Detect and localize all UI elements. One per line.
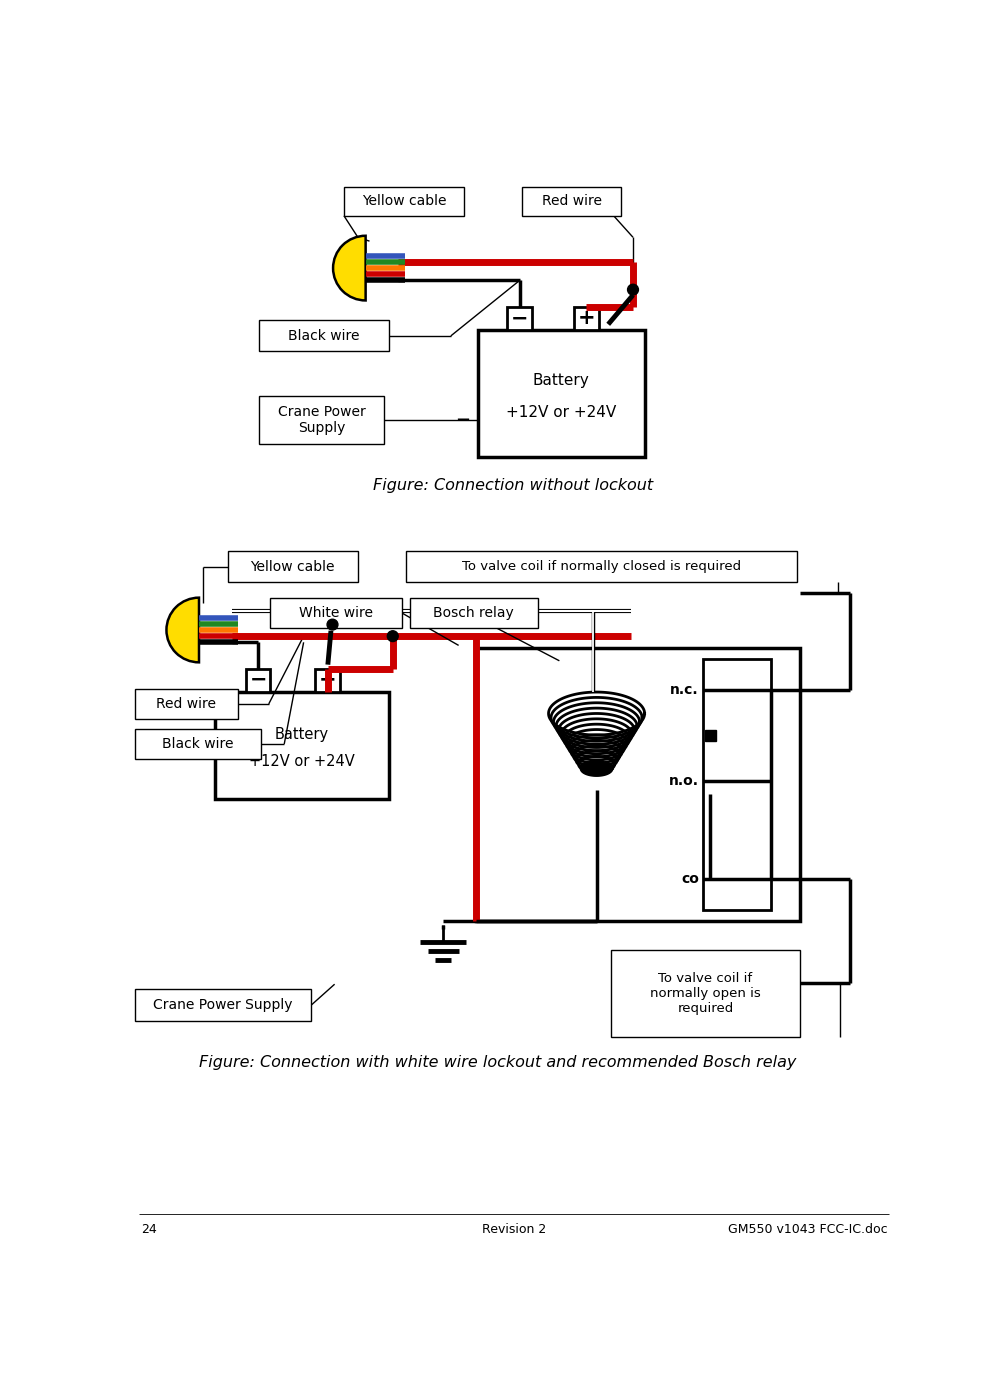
Text: −: − [510,308,528,328]
Text: co: co [680,872,698,886]
Polygon shape [580,762,611,776]
FancyBboxPatch shape [410,598,537,629]
FancyBboxPatch shape [475,648,799,921]
Text: Figure: Connection without lockout: Figure: Connection without lockout [373,477,652,493]
Text: Yellow cable: Yellow cable [250,560,335,574]
Text: Revision 2: Revision 2 [481,1222,546,1236]
FancyBboxPatch shape [406,552,797,582]
Text: −: − [249,671,267,690]
Circle shape [627,284,638,295]
FancyBboxPatch shape [134,689,237,718]
Text: To valve coil if normally closed is required: To valve coil if normally closed is requ… [462,560,740,574]
FancyBboxPatch shape [610,951,799,1036]
Text: n.o.: n.o. [668,774,698,788]
Text: Black wire: Black wire [288,329,359,343]
FancyBboxPatch shape [507,307,531,330]
Text: Crane Power
Supply: Crane Power Supply [278,405,365,435]
FancyBboxPatch shape [316,669,340,692]
Text: Red wire: Red wire [156,697,216,711]
FancyBboxPatch shape [702,659,771,910]
Circle shape [387,631,398,641]
Wedge shape [166,598,198,662]
Text: White wire: White wire [299,606,373,620]
Text: n.c.: n.c. [669,683,698,697]
FancyBboxPatch shape [227,552,358,582]
Text: +12V or +24V: +12V or +24V [506,405,616,420]
Text: +: + [577,308,594,328]
FancyBboxPatch shape [134,729,261,759]
FancyBboxPatch shape [522,188,621,216]
Circle shape [327,619,338,630]
Text: Battery: Battery [275,727,329,742]
FancyBboxPatch shape [478,330,644,456]
Text: To valve coil if
normally open is
required: To valve coil if normally open is requir… [649,972,761,1015]
Text: −: − [455,410,470,428]
FancyBboxPatch shape [245,669,271,692]
FancyBboxPatch shape [270,598,402,629]
Text: Red wire: Red wire [541,195,601,209]
Text: 24: 24 [140,1222,156,1236]
FancyBboxPatch shape [573,307,598,330]
Text: Crane Power Supply: Crane Power Supply [153,998,293,1012]
Text: Yellow cable: Yellow cable [362,195,446,209]
FancyBboxPatch shape [259,396,384,444]
Text: Figure: Connection with white wire lockout and recommended Bosch relay: Figure: Connection with white wire locko… [198,1056,796,1070]
Text: Bosch relay: Bosch relay [433,606,514,620]
Text: +12V or +24V: +12V or +24V [248,755,355,769]
FancyBboxPatch shape [344,188,464,216]
Text: Black wire: Black wire [162,736,233,750]
FancyBboxPatch shape [259,321,389,351]
Text: +: + [319,671,337,690]
FancyBboxPatch shape [214,692,389,799]
Text: GM550 v1043 FCC-IC.doc: GM550 v1043 FCC-IC.doc [726,1222,887,1236]
FancyBboxPatch shape [134,988,311,1021]
Text: Battery: Battery [532,372,589,388]
Wedge shape [333,235,366,301]
